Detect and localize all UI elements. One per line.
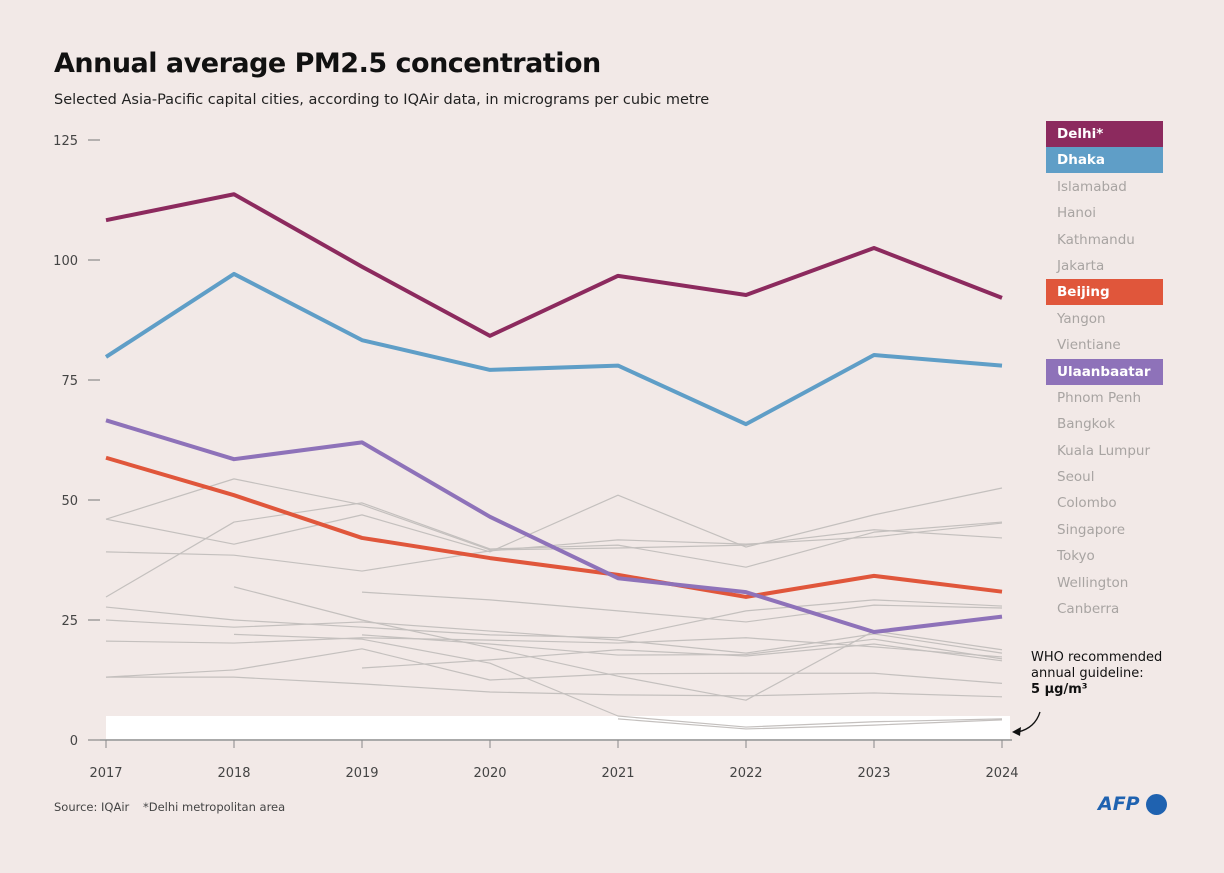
afp-logo-dot [1146,794,1167,815]
who-arrow-head [1012,727,1021,736]
legend-item: Jakarta [1057,257,1105,274]
series-line-other-city [105,599,1003,639]
legend-item: Hanoi [1057,205,1096,222]
afp-logo: AFP [1098,793,1140,815]
series-line-other-city [361,591,1003,623]
x-tick-label: 2017 [89,766,122,781]
legend-item: Tokyo [1057,548,1095,565]
legend-item: Bangkok [1057,416,1116,433]
legend-item: Delhi* [1046,121,1163,147]
series-line-other-city [105,619,1003,654]
y-tick-label: 100 [53,254,78,269]
legend-item: Ulaanbaatar [1046,358,1163,385]
x-tick-label: 2023 [857,766,890,781]
y-tick-label: 75 [61,374,78,389]
x-tick-label: 2018 [217,766,250,781]
who-guideline-band [106,716,1010,740]
series-line-dhaka [104,271,1003,427]
footnote: *Delhi metropolitan area [143,800,286,814]
legend-item: Beijing [1046,279,1163,306]
series-line-other-city [105,478,1003,551]
y-tick-label: 25 [61,614,78,629]
y-tick-label: 50 [61,494,78,509]
legend-item: Colombo [1057,495,1117,512]
chart-subtitle: Selected Asia-Pacific capital cities, ac… [54,92,710,108]
legend-item: Vientiane [1057,337,1121,354]
series-line-other-city [233,633,1003,728]
legend-item: Wellington [1057,574,1129,591]
y-tick-label: 0 [70,734,78,749]
legend-item: Phnom Penh [1057,389,1142,406]
x-tick-label: 2019 [345,766,378,781]
series-line-other-city [361,634,1003,660]
x-tick-label: 2020 [473,766,506,781]
x-tick-label: 2021 [601,766,634,781]
series-line-other-city [361,643,1003,669]
x-tick-label: 2022 [729,766,762,781]
series-line-delhi [105,192,1003,338]
source: Source: IQAir [54,800,130,814]
who-arrow [1017,711,1041,733]
who-line1: WHO recommended [1031,650,1163,665]
legend-item: Dhaka [1046,147,1163,174]
legend-item: Yangon [1057,310,1106,327]
who-line2: annual guideline: [1031,666,1144,681]
who-value: 5 µg/m³ [1031,682,1088,697]
legend-item: Kathmandu [1057,231,1135,248]
series-line-other-city [106,676,1003,698]
x-tick-label: 2024 [985,766,1018,781]
who-annotation: WHO recommended annual guideline: 5 µg/m… [1031,650,1162,698]
series-line-beijing [105,455,1003,599]
legend: Delhi* Dhaka Islamabad Hanoi Kathmandu Jakart… [1046,121,1163,622]
legend-item: Kuala Lumpur [1057,442,1150,459]
chart-title: Annual average PM2.5 concentration [54,48,601,79]
legend-item: Seoul [1057,469,1095,486]
series-line-other-city [105,648,1003,684]
series-line-other-city [105,487,1003,553]
legend-item: Singapore [1057,521,1126,538]
y-tick-label: 125 [53,134,78,149]
series-line-other-city [617,718,1003,730]
legend-item: Islamabad [1057,178,1127,195]
legend-item: Canberra [1057,601,1120,618]
series-line-ulaanbaatar [105,418,1003,634]
series-line-other-city [105,637,1003,658]
